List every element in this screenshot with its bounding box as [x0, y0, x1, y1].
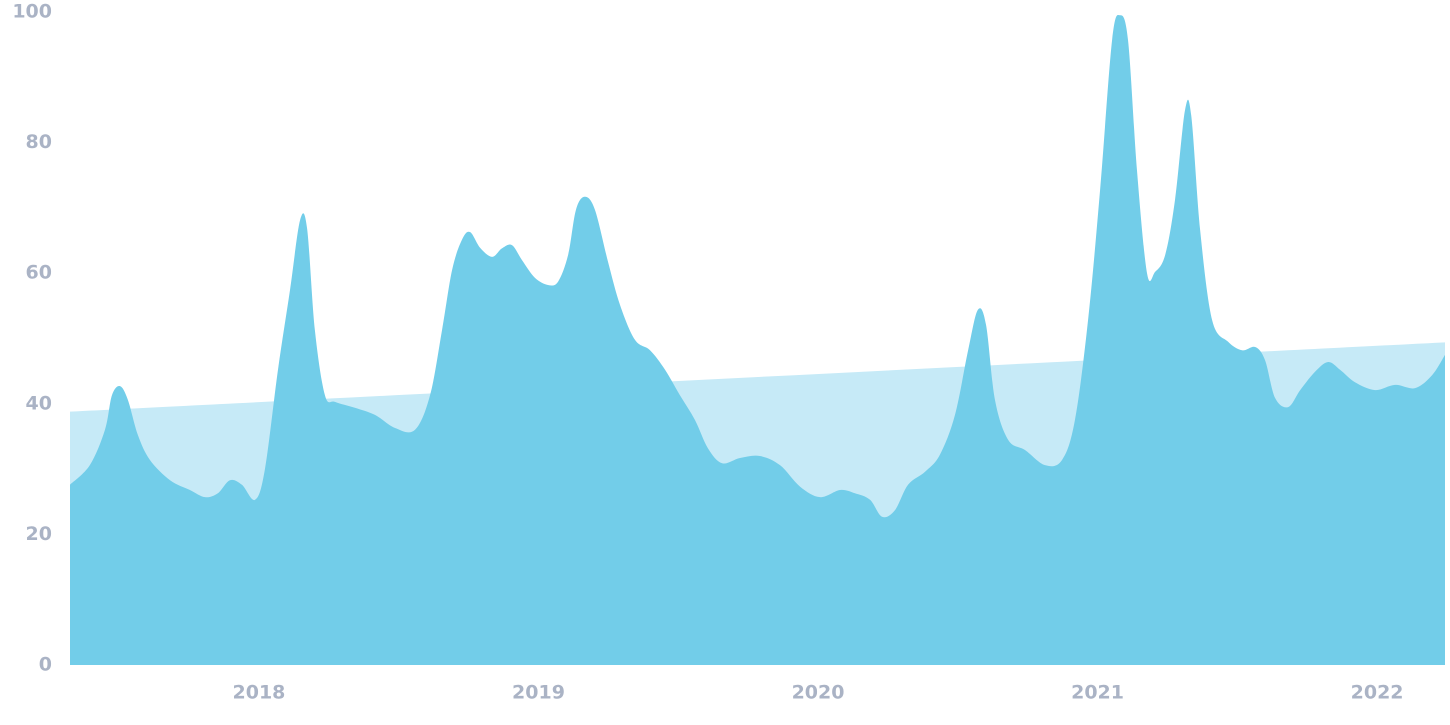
y-tick-label: 20	[26, 523, 52, 545]
area	[70, 15, 1445, 666]
y-tick-label: 0	[39, 654, 52, 676]
x-tick-label: 2018	[233, 682, 286, 704]
y-tick-label: 80	[26, 131, 52, 153]
y-tick-label: 40	[26, 392, 52, 414]
x-tick-label: 2019	[512, 682, 565, 704]
x-tick-label: 2020	[792, 682, 845, 704]
y-tick-label: 100	[12, 1, 52, 23]
x-tick-label: 2021	[1071, 682, 1124, 704]
y-tick-label: 60	[26, 262, 52, 284]
x-tick-label: 2022	[1351, 682, 1404, 704]
